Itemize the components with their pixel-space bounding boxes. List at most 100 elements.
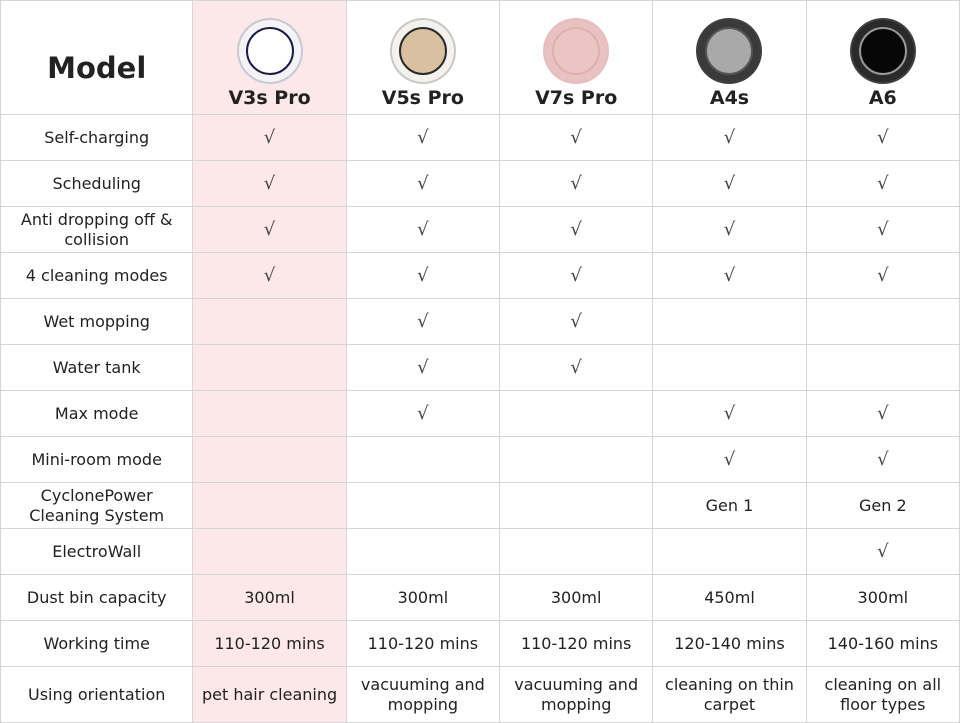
feature-label: Max mode [0, 390, 194, 437]
check-icon: √ [499, 344, 654, 391]
row-cyclonepower-cleaning-system: CyclonePower Cleaning System Gen 1 Gen 2 [0, 482, 960, 529]
product-name: V7s Pro [535, 86, 618, 109]
cell-value: 140-160 mins [805, 620, 960, 667]
feature-label: 4 cleaning modes [0, 252, 194, 299]
cell-value [192, 390, 347, 437]
check-icon: √ [652, 390, 807, 437]
cell-value: 300ml [192, 574, 347, 621]
row-scheduling: Scheduling √ √ √ √ √ [0, 160, 960, 207]
check-icon: √ [805, 114, 960, 161]
feature-label: Wet mopping [0, 298, 194, 345]
check-icon: √ [652, 114, 807, 161]
row-dust-bin-capacity: Dust bin capacity 300ml 300ml 300ml 450ml 300… [0, 574, 960, 621]
feature-label: Mini-room mode [0, 436, 194, 483]
check-icon: √ [499, 160, 654, 207]
cell-value [652, 344, 807, 391]
product-header-a6: A6 [805, 0, 960, 115]
check-icon: √ [499, 298, 654, 345]
check-icon: √ [652, 252, 807, 299]
cell-value: vacuuming and mopping [345, 666, 501, 723]
product-name: V5s Pro [381, 86, 464, 109]
check-icon: √ [652, 206, 807, 253]
check-icon: √ [805, 206, 960, 253]
cell-value: Gen 2 [805, 482, 960, 529]
check-icon: √ [805, 528, 960, 575]
feature-label: Using orientation [0, 666, 194, 723]
model-header: Model [0, 0, 194, 115]
product-header-v3s-pro: V3s Pro [192, 0, 347, 115]
cell-value: 110-120 mins [499, 620, 654, 667]
row-wet-mopping: Wet mopping √ √ [0, 298, 960, 345]
check-icon: √ [192, 252, 347, 299]
row-mini-room-mode: Mini-room mode √ √ [0, 436, 960, 483]
check-icon: √ [192, 114, 347, 161]
model-label: Model [47, 50, 147, 85]
product-header-a4s: A4s [652, 0, 807, 115]
cell-value: Gen 1 [652, 482, 807, 529]
check-icon: √ [805, 252, 960, 299]
check-icon: √ [345, 252, 501, 299]
robot-vacuum-image [849, 17, 916, 84]
robot-vacuum-image [543, 17, 610, 84]
cell-value [192, 298, 347, 345]
cell-value [345, 436, 501, 483]
check-icon: √ [345, 298, 501, 345]
cell-value [805, 298, 960, 345]
cell-value: 450ml [652, 574, 807, 621]
row-electrowall: ElectroWall √ [0, 528, 960, 575]
cell-value: pet hair cleaning [192, 666, 347, 723]
robot-vacuum-image [696, 17, 763, 84]
cell-value [345, 482, 501, 529]
check-icon: √ [345, 114, 501, 161]
cell-value [499, 482, 654, 529]
feature-label: Working time [0, 620, 194, 667]
cell-value [652, 298, 807, 345]
cell-value: 110-120 mins [192, 620, 347, 667]
feature-label: Dust bin capacity [0, 574, 194, 621]
check-icon: √ [805, 436, 960, 483]
check-icon: √ [192, 206, 347, 253]
cell-value [345, 528, 501, 575]
product-header-v5s-pro: V5s Pro [345, 0, 501, 115]
cell-value [499, 436, 654, 483]
cell-value [192, 436, 347, 483]
row-anti-dropping-off-collision: Anti dropping off & collision √ √ √ √ √ [0, 206, 960, 253]
cell-value: 110-120 mins [345, 620, 501, 667]
check-icon: √ [652, 436, 807, 483]
cell-value: 300ml [805, 574, 960, 621]
check-icon: √ [805, 390, 960, 437]
feature-label: ElectroWall [0, 528, 194, 575]
cell-value: vacuuming and mopping [499, 666, 654, 723]
cell-value [652, 528, 807, 575]
cell-value: cleaning on thin carpet [652, 666, 807, 723]
header-row: Model V3s Pro V5s Pro V7s Pro A4s A6 [0, 0, 960, 115]
check-icon: √ [652, 160, 807, 207]
cell-value [192, 482, 347, 529]
robot-vacuum-image [389, 17, 456, 84]
check-icon: √ [345, 344, 501, 391]
row-working-time: Working time 110-120 mins 110-120 mins 110-… [0, 620, 960, 667]
row-4-cleaning-modes: 4 cleaning modes √ √ √ √ √ [0, 252, 960, 299]
feature-label: Water tank [0, 344, 194, 391]
row-using-orientation: Using orientation pet hair cleaning vacuum… [0, 666, 960, 723]
check-icon: √ [345, 160, 501, 207]
check-icon: √ [499, 252, 654, 299]
product-name: A4s [709, 86, 750, 109]
cell-value: 300ml [499, 574, 654, 621]
product-name: A6 [868, 86, 897, 109]
product-header-v7s-pro: V7s Pro [499, 0, 654, 115]
check-icon: √ [499, 206, 654, 253]
check-icon: √ [345, 206, 501, 253]
product-name: V3s Pro [228, 86, 311, 109]
check-icon: √ [192, 160, 347, 207]
cell-value: cleaning on all floor types [805, 666, 960, 723]
cell-value: 120-140 mins [652, 620, 807, 667]
check-icon: √ [345, 390, 501, 437]
feature-label: Self-charging [0, 114, 194, 161]
cell-value [499, 390, 654, 437]
row-max-mode: Max mode √ √ √ [0, 390, 960, 437]
row-water-tank: Water tank √ √ [0, 344, 960, 391]
feature-label: CyclonePower Cleaning System [0, 482, 194, 529]
cell-value [499, 528, 654, 575]
